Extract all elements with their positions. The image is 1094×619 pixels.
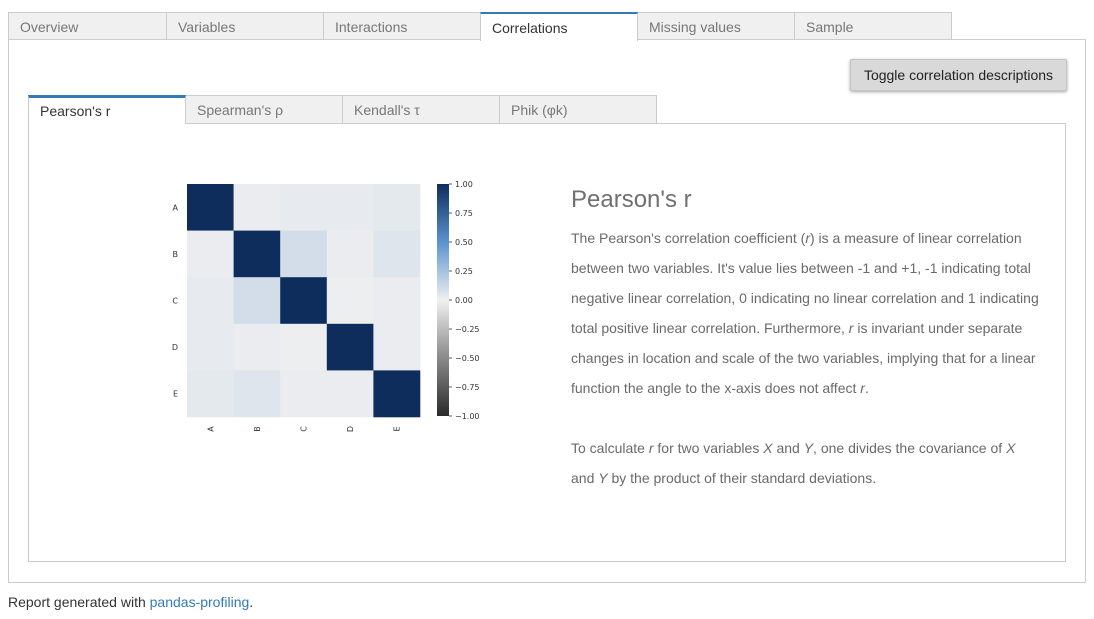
row-label-E: E <box>173 390 178 399</box>
colorbar-tick-label: −0.50 <box>455 354 480 363</box>
method-tab-phik-k[interactable]: Phik (φk) <box>499 95 657 123</box>
colorbar-tick-label: −1.00 <box>455 412 480 421</box>
heatmap-cell-E-B <box>233 370 281 418</box>
method-tab-kendall-s[interactable]: Kendall's τ <box>342 95 500 123</box>
heatmap-cell-D-D <box>326 323 374 371</box>
tab-missing-values[interactable]: Missing values <box>637 12 795 40</box>
heatmap-cell-A-D <box>326 184 374 231</box>
colorbar-tick-label: −0.25 <box>455 325 480 334</box>
correlation-method-tab-bar: Pearson's r Spearman's ρ Kendall's τ Phik (… <box>28 95 657 124</box>
row-label-D: D <box>172 343 178 352</box>
tab-overview[interactable]: Overview <box>8 12 167 40</box>
colorbar-tick-label: −0.75 <box>455 383 480 392</box>
heatmap-cell-C-C <box>280 277 328 325</box>
heatmap-cell-C-A <box>187 277 234 325</box>
tab-sample[interactable]: Sample <box>794 12 952 40</box>
heatmap-cell-E-D <box>326 370 374 418</box>
correlation-heatmap: A B C D E A B C D E 1.00 0.75 0.50 0.25 0.00 −0.25 −0.50… <box>172 180 480 432</box>
method-tab-pearson-s-r[interactable]: Pearson's r <box>28 95 186 124</box>
description-paragraph-1: The Pearson's correlation coefficient (r… <box>571 230 1039 396</box>
heatmap-cell-A-E <box>373 184 421 231</box>
row-label-A: A <box>173 203 179 212</box>
colorbar-tick-label: 0.75 <box>455 209 473 218</box>
method-tab-spearman-s[interactable]: Spearman's ρ <box>185 95 343 123</box>
tab-variables[interactable]: Variables <box>166 12 324 40</box>
description-paragraph-2: To calculate r for two variables X and Y… <box>571 440 1016 486</box>
heatmap-cell-C-B <box>233 277 281 325</box>
heatmap-cell-B-A <box>187 230 234 278</box>
col-label-C: C <box>300 426 309 432</box>
row-label-C: C <box>172 297 178 306</box>
heatmap-cell-B-E <box>373 230 421 278</box>
colorbar <box>437 184 449 416</box>
row-label-B: B <box>173 250 179 259</box>
pandas-profiling-link[interactable]: pandas-profiling <box>149 594 250 610</box>
heatmap-cell-A-A <box>187 184 234 231</box>
heatmap-cell-B-B <box>233 230 281 278</box>
description-title: Pearson's r <box>571 186 692 213</box>
heatmap-cell-A-B <box>233 184 281 231</box>
col-label-D: D <box>346 426 355 432</box>
heatmap-cell-D-C <box>280 323 328 371</box>
tab-interactions[interactable]: Interactions <box>323 12 481 40</box>
heatmap-cell-D-E <box>373 323 421 371</box>
heatmap-cell-A-C <box>280 184 328 231</box>
toggle-correlation-descriptions-button[interactable]: Toggle correlation descriptions <box>850 59 1067 91</box>
colorbar-tick-label: 0.00 <box>455 296 473 305</box>
heatmap-cell-E-A <box>187 370 234 418</box>
col-label-A: A <box>206 426 215 432</box>
heatmap-cell-D-A <box>187 323 234 371</box>
colorbar-tick-label: 0.50 <box>455 238 473 247</box>
heatmap-cell-C-E <box>373 277 421 325</box>
heatmap-cell-B-D <box>326 230 374 278</box>
heatmap-cell-E-C <box>280 370 328 418</box>
tab-correlations[interactable]: Correlations <box>480 12 638 41</box>
colorbar-tick-label: 0.25 <box>455 267 473 276</box>
footer: Report generated with pandas-profiling. <box>8 594 254 610</box>
heatmap-cell-E-E <box>373 370 421 418</box>
heatmap-cell-D-B <box>233 323 281 371</box>
col-label-E: E <box>393 426 402 431</box>
top-tab-bar: Overview Variables Interactions Correlation… <box>8 12 952 41</box>
heatmap-cell-C-D <box>326 277 374 325</box>
heatmap-cell-B-C <box>280 230 328 278</box>
col-label-B: B <box>253 426 262 432</box>
colorbar-tick-label: 1.00 <box>455 180 473 189</box>
pearson-description: Pearson's r The Pearson's correlation co… <box>571 180 1041 493</box>
